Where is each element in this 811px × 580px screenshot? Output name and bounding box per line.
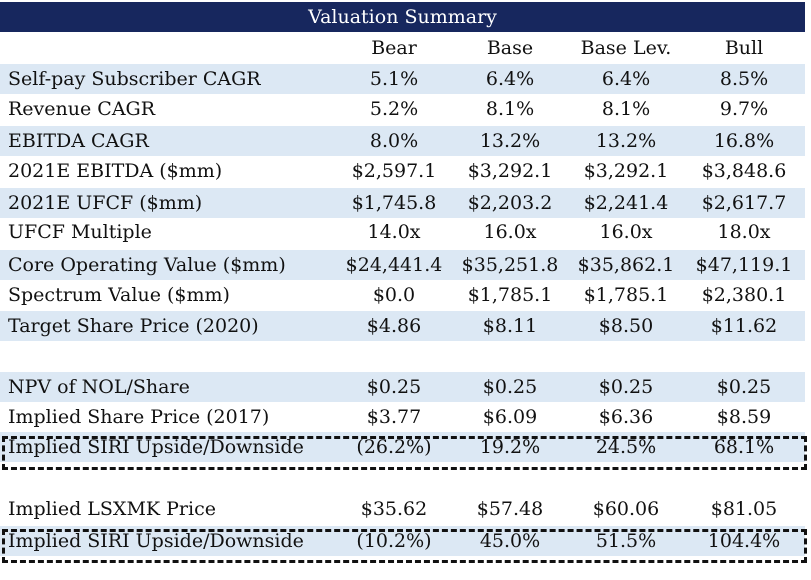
value-base: $57.48 (476, 498, 544, 520)
value-base-lev: 13.2% (595, 130, 657, 152)
table-row-revenue-cagr: Revenue CAGR 5.2% 8.1% 8.1% 9.7% (0, 94, 805, 124)
value-bear: $1,745.8 (351, 192, 437, 214)
value-bull: 9.7% (719, 98, 769, 120)
value-bull: $81.05 (710, 498, 778, 520)
value-base: 19.2% (479, 436, 541, 458)
value-bear: 5.2% (369, 98, 419, 120)
row-label: Implied SIRI Upside/Downside (8, 436, 304, 458)
header-bear: Bear (371, 37, 417, 59)
value-bear: $3.77 (366, 406, 422, 428)
value-base-lev: $6.36 (598, 406, 654, 428)
row-label: 2021E UFCF ($mm) (8, 192, 203, 214)
table-row-ebitda-cagr: EBITDA CAGR 8.0% 13.2% 13.2% 16.8% (0, 126, 805, 156)
value-base-lev: $35,862.1 (577, 254, 675, 276)
table-row-siri-upside-lsxmk: Implied SIRI Upside/Downside (10.2%) 45.… (0, 526, 805, 556)
value-base: 13.2% (479, 130, 541, 152)
value-bull: $11.62 (710, 315, 778, 337)
row-label: EBITDA CAGR (8, 130, 149, 152)
value-base: 45.0% (479, 530, 541, 552)
header-base: Base (486, 37, 534, 59)
table-row-npv-nol-share: NPV of NOL/Share $0.25 $0.25 $0.25 $0.25 (0, 372, 805, 402)
value-bull: 8.5% (719, 68, 769, 90)
row-label: Spectrum Value ($mm) (8, 284, 230, 306)
value-bear: $0.0 (372, 284, 416, 306)
value-base: $0.25 (482, 376, 538, 398)
table-row-siri-upside-2017: Implied SIRI Upside/Downside (26.2%) 19.… (0, 432, 805, 462)
value-bull: $47,119.1 (695, 254, 793, 276)
value-bull: 16.8% (713, 130, 775, 152)
table-title: Valuation Summary (0, 2, 805, 32)
row-label: Self-pay Subscriber CAGR (8, 68, 261, 90)
table-row-spectrum-value: Spectrum Value ($mm) $0.0 $1,785.1 $1,78… (0, 280, 805, 310)
value-base: $8.11 (482, 315, 538, 337)
value-base-lev: $8.50 (598, 315, 654, 337)
table-row-subscriber-cagr: Self-pay Subscriber CAGR 5.1% 6.4% 6.4% … (0, 64, 805, 94)
row-label: Implied SIRI Upside/Downside (8, 530, 304, 552)
value-base: 6.4% (485, 68, 535, 90)
value-bull: $3,848.6 (701, 160, 787, 182)
value-base: $3,292.1 (467, 160, 553, 182)
value-base: $35,251.8 (461, 254, 559, 276)
value-base-lev: 51.5% (595, 530, 657, 552)
table-row-2021e-ufcf: 2021E UFCF ($mm) $1,745.8 $2,203.2 $2,24… (0, 188, 805, 218)
row-label: Implied Share Price (2017) (8, 406, 270, 428)
row-label: UFCF Multiple (8, 221, 152, 243)
row-label: Implied LSXMK Price (8, 498, 216, 520)
value-bear: (26.2%) (356, 436, 432, 458)
value-bull: $2,380.1 (701, 284, 787, 306)
value-bull: 68.1% (713, 436, 775, 458)
table-row-implied-lsxmk-price: Implied LSXMK Price $35.62 $57.48 $60.06… (0, 494, 805, 524)
value-bear: $35.62 (360, 498, 428, 520)
table-row-target-share-price: Target Share Price (2020) $4.86 $8.11 $8… (0, 311, 805, 341)
value-bull: 18.0x (717, 221, 771, 243)
header-bull: Bull (724, 37, 764, 59)
value-bear: 8.0% (369, 130, 419, 152)
value-base: 8.1% (485, 98, 535, 120)
header-row: Bear Base Base Lev. Bull (0, 33, 805, 63)
value-base-lev: $60.06 (592, 498, 660, 520)
value-base: $6.09 (482, 406, 538, 428)
value-bear: (10.2%) (356, 530, 432, 552)
value-bear: $2,597.1 (351, 160, 437, 182)
value-bull: 104.4% (707, 530, 781, 552)
value-bear: $24,441.4 (345, 254, 443, 276)
value-bull: $8.59 (716, 406, 772, 428)
header-base-lev: Base Lev. (580, 37, 672, 59)
value-base-lev: $2,241.4 (583, 192, 669, 214)
value-bear: $4.86 (366, 315, 422, 337)
value-bear: 5.1% (369, 68, 419, 90)
row-label: Revenue CAGR (8, 98, 156, 120)
value-base-lev: 24.5% (595, 436, 657, 458)
table-row-implied-share-price: Implied Share Price (2017) $3.77 $6.09 $… (0, 402, 805, 432)
row-label: Core Operating Value ($mm) (8, 254, 286, 276)
value-bear: 14.0x (367, 221, 421, 243)
value-base: $2,203.2 (467, 192, 553, 214)
value-bull: $0.25 (716, 376, 772, 398)
table-row-ufcf-multiple: UFCF Multiple 14.0x 16.0x 16.0x 18.0x (0, 217, 805, 247)
row-label: 2021E EBITDA ($mm) (8, 160, 223, 182)
row-label: Target Share Price (2020) (8, 315, 259, 337)
table-row-core-operating-value: Core Operating Value ($mm) $24,441.4 $35… (0, 250, 805, 280)
row-label: NPV of NOL/Share (8, 376, 190, 398)
value-bear: $0.25 (366, 376, 422, 398)
value-base: 16.0x (483, 221, 537, 243)
value-base-lev: 8.1% (601, 98, 651, 120)
value-base-lev: $1,785.1 (583, 284, 669, 306)
value-base-lev: $3,292.1 (583, 160, 669, 182)
value-base-lev: 16.0x (599, 221, 653, 243)
table-row-2021e-ebitda: 2021E EBITDA ($mm) $2,597.1 $3,292.1 $3,… (0, 156, 805, 186)
value-base: $1,785.1 (467, 284, 553, 306)
value-base-lev: 6.4% (601, 68, 651, 90)
value-base-lev: $0.25 (598, 376, 654, 398)
value-bull: $2,617.7 (701, 192, 787, 214)
